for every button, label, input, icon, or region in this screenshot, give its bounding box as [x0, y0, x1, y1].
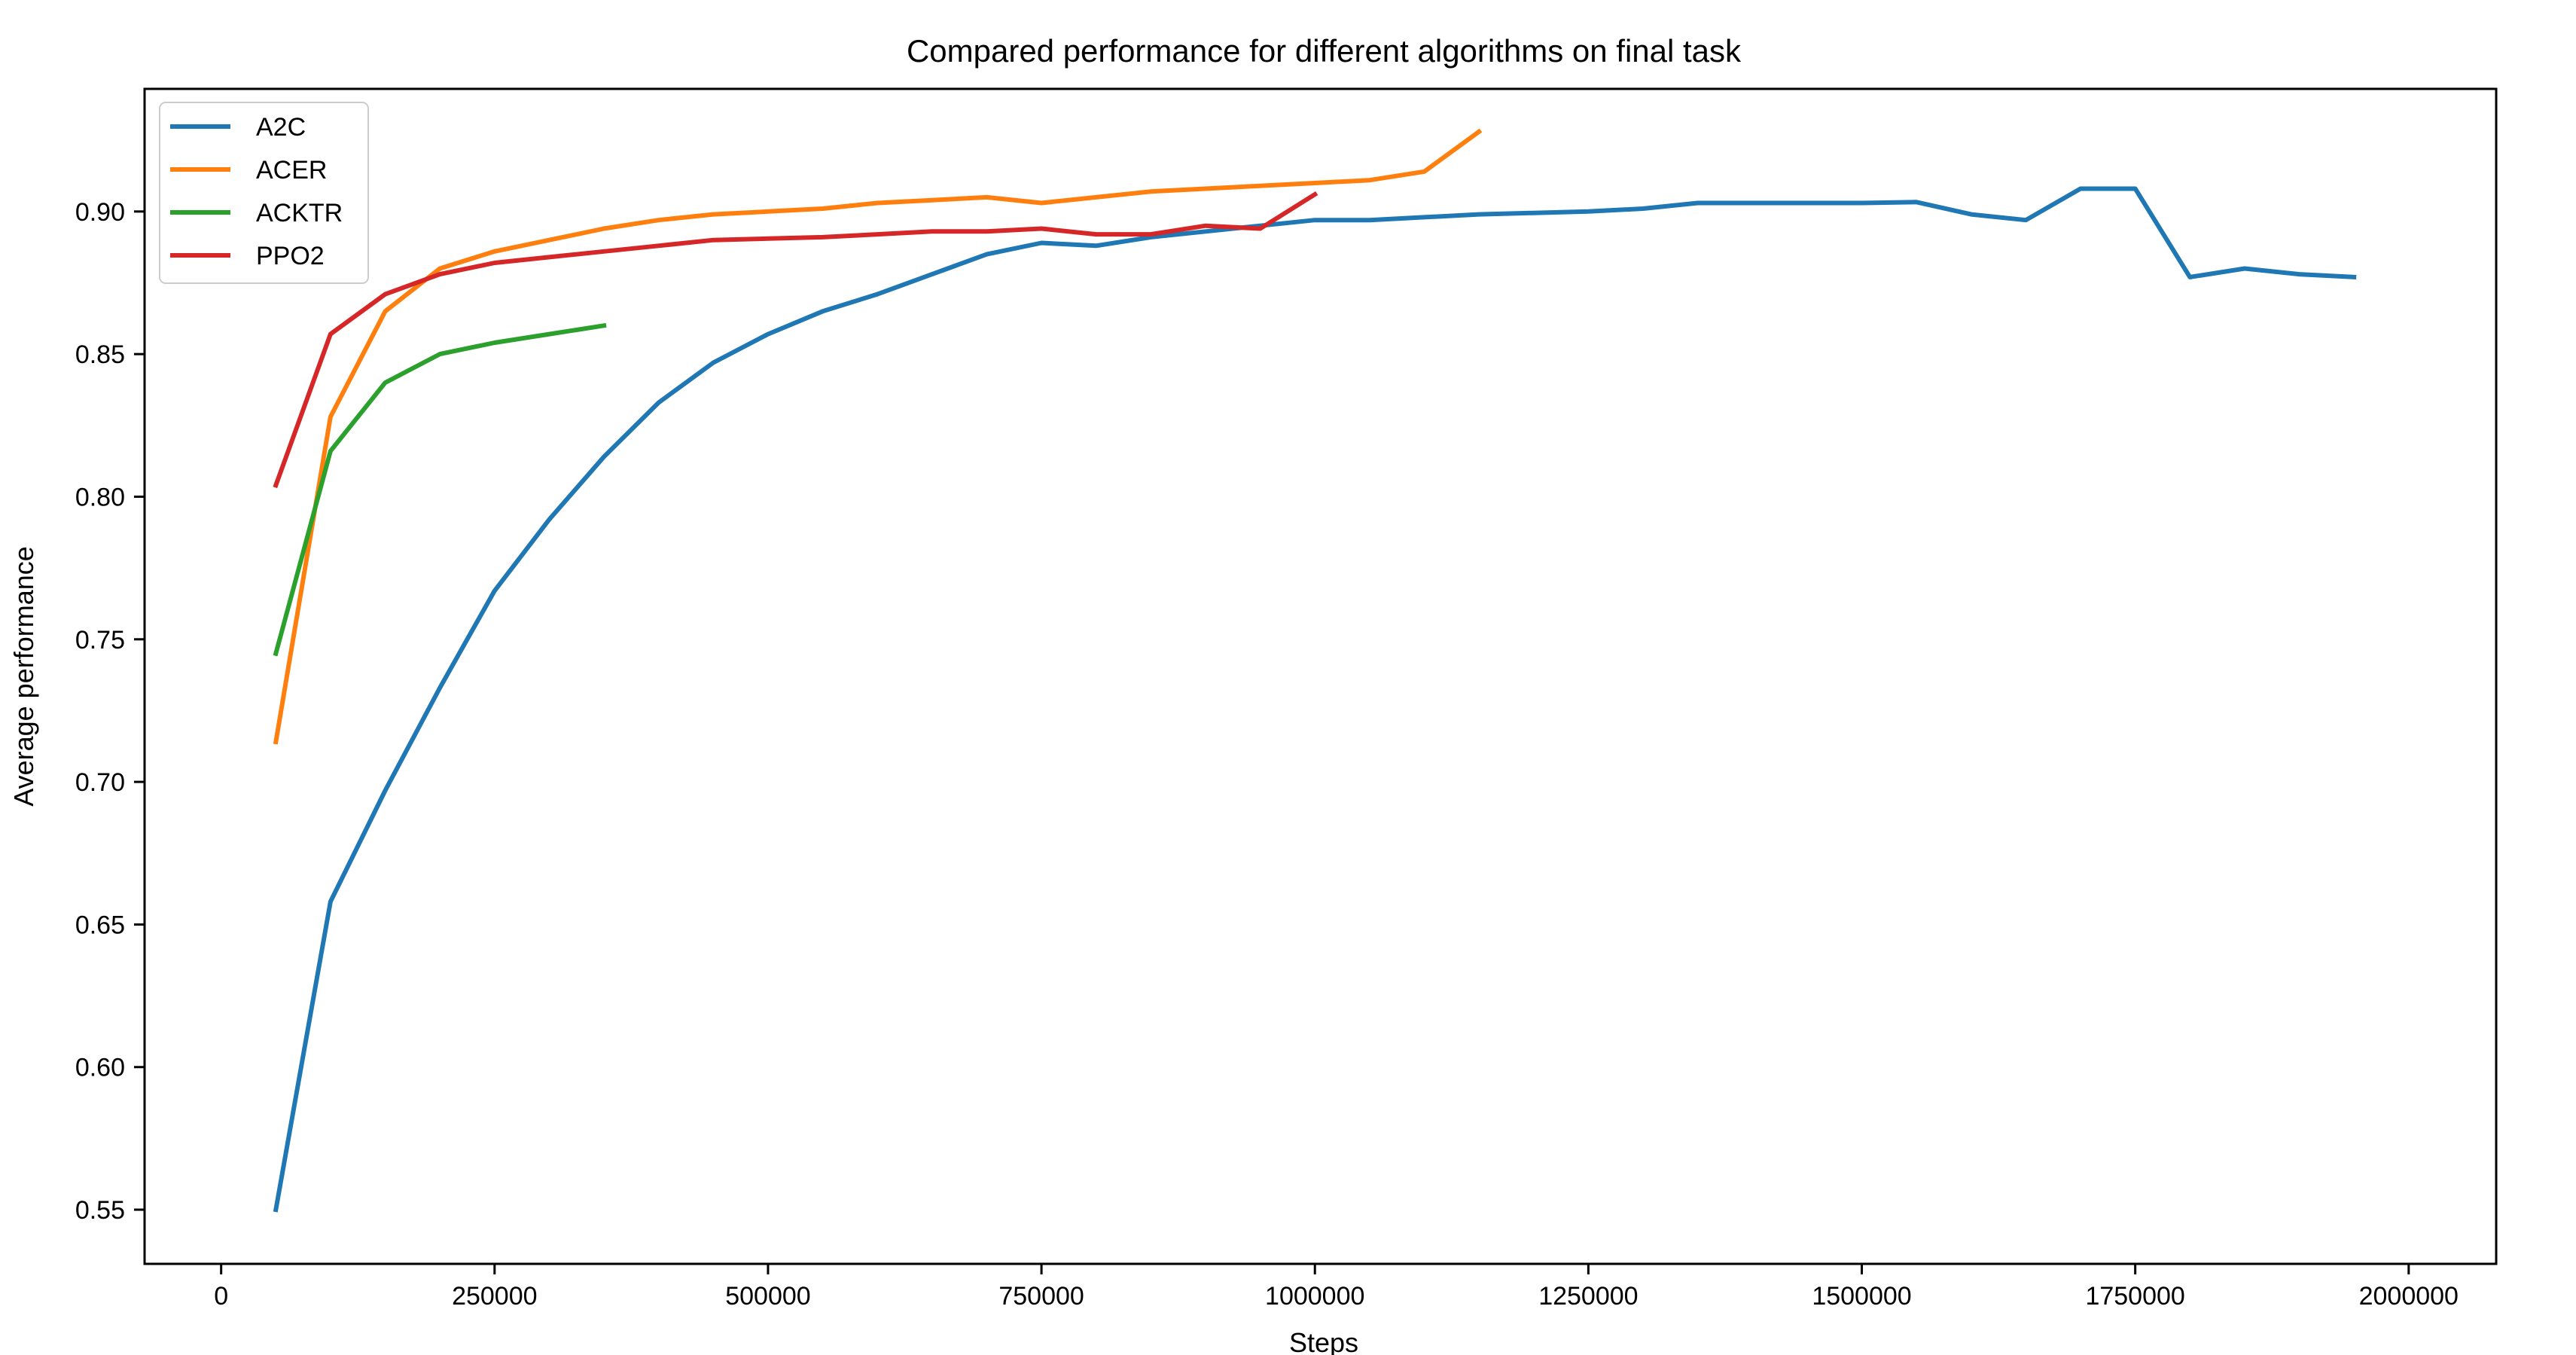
legend-label-acer: ACER — [256, 156, 327, 185]
y-tick-label: 0.70 — [75, 768, 125, 797]
y-tick-label: 0.55 — [75, 1196, 125, 1225]
legend-label-acktr: ACKTR — [256, 199, 343, 227]
y-tick-label: 0.80 — [75, 483, 125, 511]
y-tick-label: 0.75 — [75, 626, 125, 655]
y-tick-label: 0.60 — [75, 1054, 125, 1082]
series-line-acer — [273, 128, 1483, 745]
plot-frame — [143, 87, 2498, 1265]
y-tick-label: 0.85 — [75, 340, 125, 369]
x-tick-label: 1750000 — [2085, 1282, 2184, 1311]
y-axis-ticks: 0.55 0.60 0.65 0.70 0.75 0.80 0.85 0.90 — [75, 198, 145, 1225]
series-line-acktr — [273, 322, 607, 657]
x-tick-label: 2000000 — [2359, 1282, 2459, 1311]
x-axis-ticks: 0 250000 500000 750000 1000000 1250000 1500000… — [214, 1264, 2459, 1311]
x-tick-label: 1500000 — [1812, 1282, 1911, 1311]
x-axis-label: Steps — [1289, 1327, 1358, 1355]
legend-label-a2c: A2C — [256, 113, 306, 142]
x-tick-label: 500000 — [725, 1282, 810, 1311]
y-axis-label: Average performance — [8, 546, 39, 807]
legend-label-ppo2: PPO2 — [256, 242, 325, 270]
series-line-a2c — [273, 186, 2357, 1213]
x-tick-label: 750000 — [998, 1282, 1084, 1311]
x-tick-label: 0 — [214, 1282, 228, 1311]
y-tick-label: 0.90 — [75, 198, 125, 227]
x-tick-label: 1000000 — [1265, 1282, 1364, 1311]
series-line-ppo2 — [273, 191, 1318, 489]
series-layer — [273, 128, 2357, 1213]
legend-box — [159, 102, 369, 284]
y-tick-label: 0.65 — [75, 911, 125, 939]
x-tick-label: 250000 — [452, 1282, 537, 1311]
legend: A2C ACER ACKTR PPO2 — [159, 102, 369, 284]
x-tick-label: 1250000 — [1538, 1282, 1638, 1311]
chart-title: Compared performance for different algor… — [907, 33, 1742, 69]
